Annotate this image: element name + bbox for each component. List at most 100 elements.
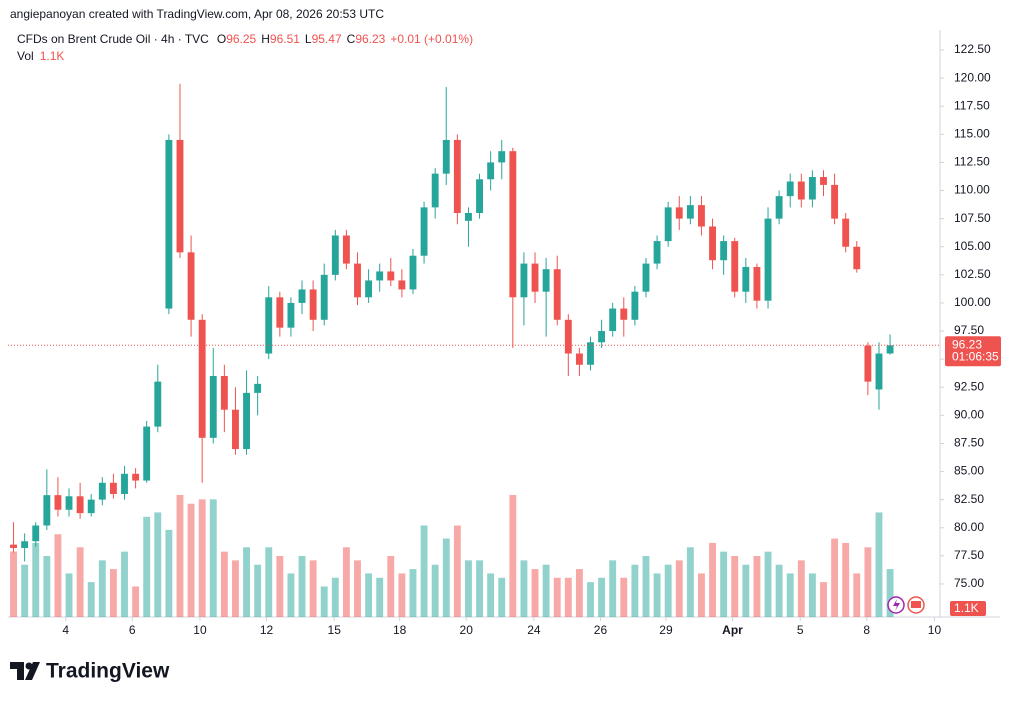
volume-bar [742,564,750,617]
y-tick-label: 112.50 [954,155,990,169]
y-tick-label: 87.50 [954,436,984,450]
volume-tag-text: 1.1K [954,601,979,615]
volume-bar [420,525,428,617]
candle-body [886,345,894,354]
volume-bar [620,577,628,617]
candle-body [132,473,140,481]
candle-body [875,353,883,390]
candle-body [342,235,350,264]
volume-bar [820,582,827,617]
candle-body [797,181,805,200]
candle-body [520,263,528,298]
volume-bar [243,547,250,617]
y-tick-label: 80.00 [954,520,984,534]
volume-bar [553,577,561,617]
legend-field-value: 96.23 [355,32,385,46]
volume-bar [442,538,450,617]
x-tick-label: 29 [659,623,673,637]
volume-bar [365,573,373,617]
x-tick-label: 10 [193,623,207,637]
y-tick-label: 90.00 [954,408,984,422]
volume-bar [387,556,395,617]
volume-bar [786,573,794,617]
volume-bar [686,547,694,617]
volume-bar [342,547,350,617]
candle-body [409,255,417,290]
legend-field-label: C [347,32,356,46]
y-tick-label: 102.50 [954,267,991,281]
candle-body [542,269,550,292]
volume-bar [198,499,206,617]
candle-body [842,218,850,247]
logo: TradingView [10,660,170,683]
x-tick-label: 18 [393,623,407,637]
candle-body [820,177,827,185]
volume-bar [331,577,339,617]
volume-bar [98,560,106,617]
volume-bar [720,551,728,617]
volume-bar [465,560,472,617]
candle-body [220,375,228,410]
volume-bar [87,582,95,617]
candle-body [209,375,217,438]
volume-bar [209,499,217,617]
price-tag-price: 96.23 [952,337,982,351]
candle-body [476,179,483,214]
candle-body [753,266,761,301]
y-tick-label: 77.50 [954,548,984,562]
volume-bar [709,542,716,617]
volume-bar [109,569,117,617]
candle-body [187,252,195,320]
volume-bar [520,560,528,617]
candle-body [376,271,384,281]
candle-body [10,544,17,548]
volume-bar [797,560,805,617]
candle-body [176,139,184,253]
volume-bar [32,542,40,617]
volume-bar [764,551,772,617]
candle-body [276,297,284,328]
candle-body [598,331,606,343]
volume-bar [564,577,572,617]
volume-bar [431,564,439,617]
volume-bar [886,569,894,617]
price-tag [945,336,1001,367]
candle-body [808,177,816,200]
candle-body [553,269,561,320]
plot [8,83,940,617]
candle-body [442,139,450,174]
candle-body [65,496,73,510]
volume-bar [575,569,583,617]
flag [911,601,921,608]
volume-bar [653,573,661,617]
candle-body [165,139,173,309]
y-tick-label: 122.50 [954,42,991,56]
volume-bar [265,547,273,617]
candle-body [731,241,739,292]
candle-body [487,162,495,180]
volume-tag [950,601,986,616]
volume-bar [165,529,173,617]
volume-bar [54,534,62,617]
volume-bar [664,564,672,617]
candle-body [686,205,694,219]
candle-body [864,345,872,382]
candle-body [143,426,151,481]
candle-body [420,207,428,256]
x-tick-label: 4 [62,623,69,637]
x-tick-label: 15 [328,623,342,637]
candle-body [786,181,794,197]
candle-body [509,151,517,298]
volume-bar [309,560,317,617]
x-tick-label: 10 [928,623,942,637]
candle-body [109,482,117,495]
candle-body [564,319,572,354]
legend-volume-value: 1.1K [40,49,65,63]
candle-body [709,226,716,261]
x-tick-label: Apr [722,623,743,637]
candle-body [309,289,317,320]
candle-body [631,291,639,320]
volume-bar [287,573,295,617]
candle-body [742,266,750,292]
candle-body [198,319,206,438]
